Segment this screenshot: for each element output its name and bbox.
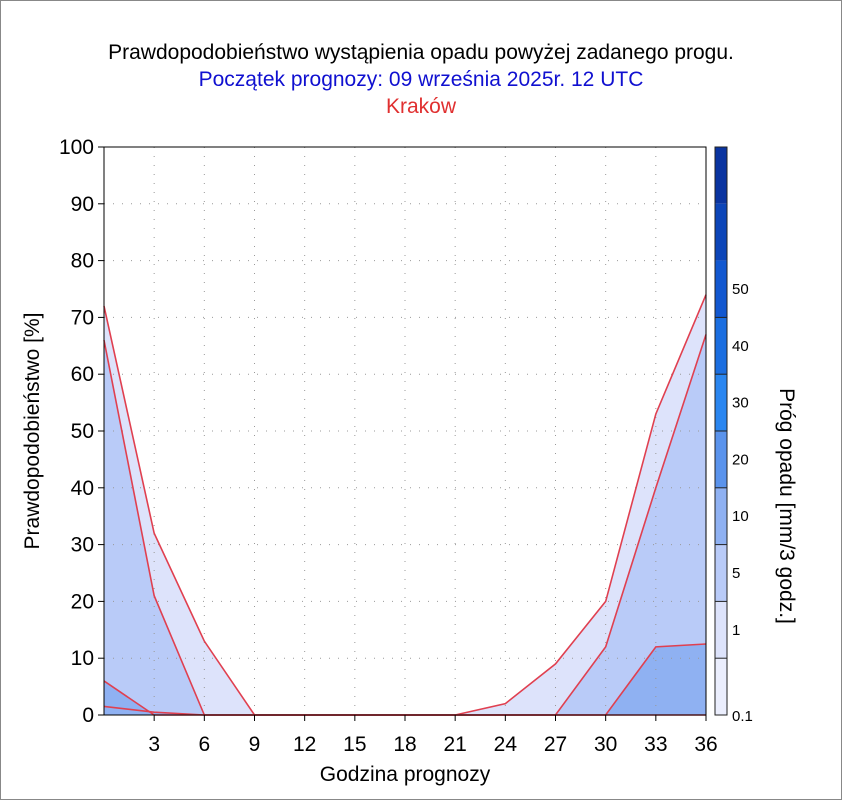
colorbar-segment xyxy=(715,317,727,375)
colorbar-tick-label: 30 xyxy=(732,395,749,412)
colorbar-tick-label: 10 xyxy=(732,508,749,525)
y-tick-label: 80 xyxy=(71,250,94,273)
y-tick-label: 100 xyxy=(59,136,94,159)
x-tick-label: 24 xyxy=(494,733,518,756)
colorbar-tick-label: 20 xyxy=(732,451,749,468)
colorbar-segment xyxy=(715,203,727,261)
colorbar-segment xyxy=(715,544,727,602)
colorbar-segment xyxy=(715,431,727,488)
forecast-start-subtitle: Początek prognozy: 09 września 2025r. 12… xyxy=(198,68,644,91)
y-tick-label: 10 xyxy=(71,647,94,670)
y-tick-label: 70 xyxy=(71,306,94,329)
colorbar-label: Próg opadu [mm/3 godz.] xyxy=(775,388,798,624)
y-tick-label: 20 xyxy=(71,590,94,613)
x-tick-label: 33 xyxy=(644,733,667,756)
x-tick-label: 9 xyxy=(249,733,261,756)
x-tick-label: 30 xyxy=(594,733,617,756)
colorbar-segment xyxy=(715,601,727,659)
colorbar-segment xyxy=(715,147,727,204)
colorbar-tick-label: 50 xyxy=(732,281,749,298)
x-tick-label: 15 xyxy=(343,733,366,756)
y-tick-label: 0 xyxy=(82,704,94,727)
colorbar-segment xyxy=(715,260,727,318)
colorbar-tick-label: 0.1 xyxy=(732,708,753,725)
y-tick-label: 50 xyxy=(71,420,94,443)
x-axis-label: Godzina prognozy xyxy=(320,763,491,786)
colorbar-segment xyxy=(715,658,727,715)
area-threshold-5 xyxy=(104,644,706,715)
colorbar-segment xyxy=(715,374,727,431)
colorbar-tick-label: 5 xyxy=(732,565,740,582)
x-tick-label: 36 xyxy=(694,733,717,756)
y-tick-label: 40 xyxy=(71,477,94,500)
location-subtitle: Kraków xyxy=(385,95,457,118)
x-tick-label: 18 xyxy=(393,733,416,756)
chart-title: Prawdopodobieństwo wystąpienia opadu pow… xyxy=(108,41,734,64)
x-tick-label: 21 xyxy=(443,733,466,756)
colorbar-segment xyxy=(715,487,727,545)
x-tick-label: 27 xyxy=(544,733,567,756)
x-tick-label: 12 xyxy=(293,733,316,756)
y-tick-label: 60 xyxy=(71,363,94,386)
x-tick-label: 6 xyxy=(198,733,210,756)
colorbar-tick-label: 1 xyxy=(732,622,740,639)
y-tick-label: 30 xyxy=(71,534,94,557)
area-threshold-10 xyxy=(104,706,706,715)
y-axis-label: Prawdopodobieństwo [%] xyxy=(21,313,44,550)
x-tick-label: 3 xyxy=(148,733,160,756)
colorbar-tick-label: 40 xyxy=(732,338,749,355)
y-tick-label: 90 xyxy=(71,193,94,216)
